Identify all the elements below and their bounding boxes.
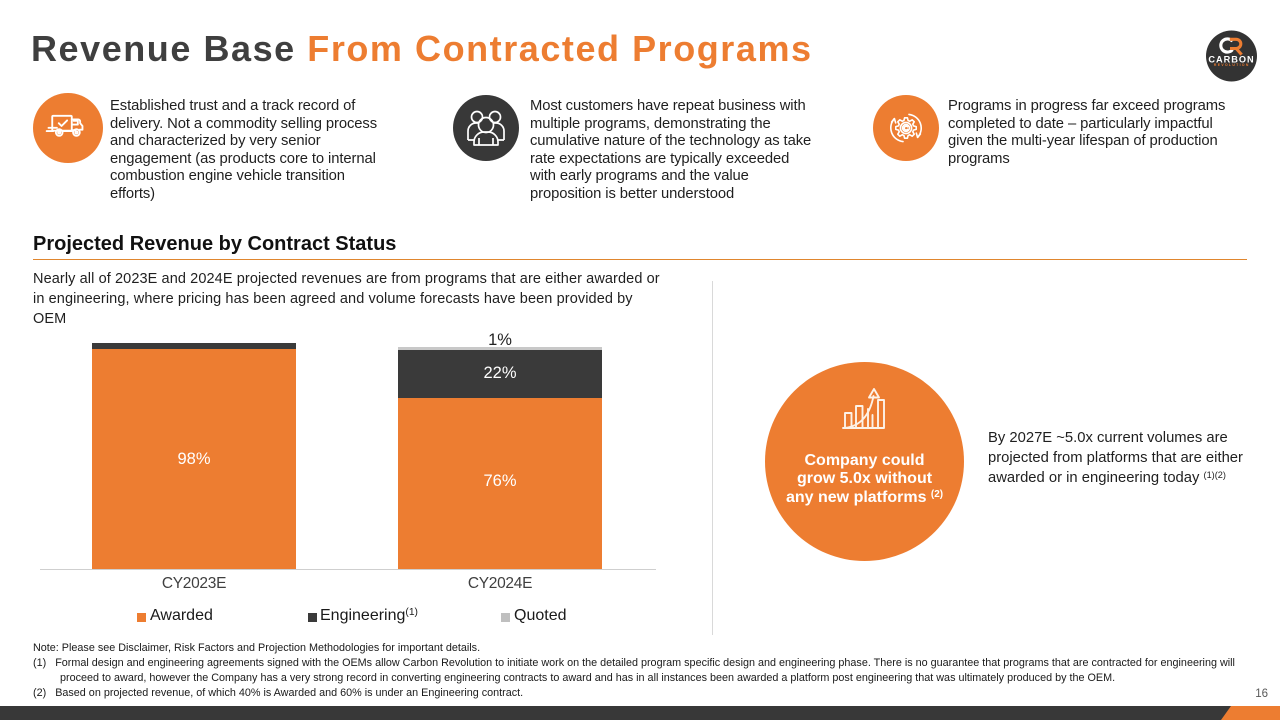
svg-text:CARBON: CARBON: [1208, 54, 1254, 64]
svg-text:REVOLUTION: REVOLUTION: [1214, 63, 1250, 67]
